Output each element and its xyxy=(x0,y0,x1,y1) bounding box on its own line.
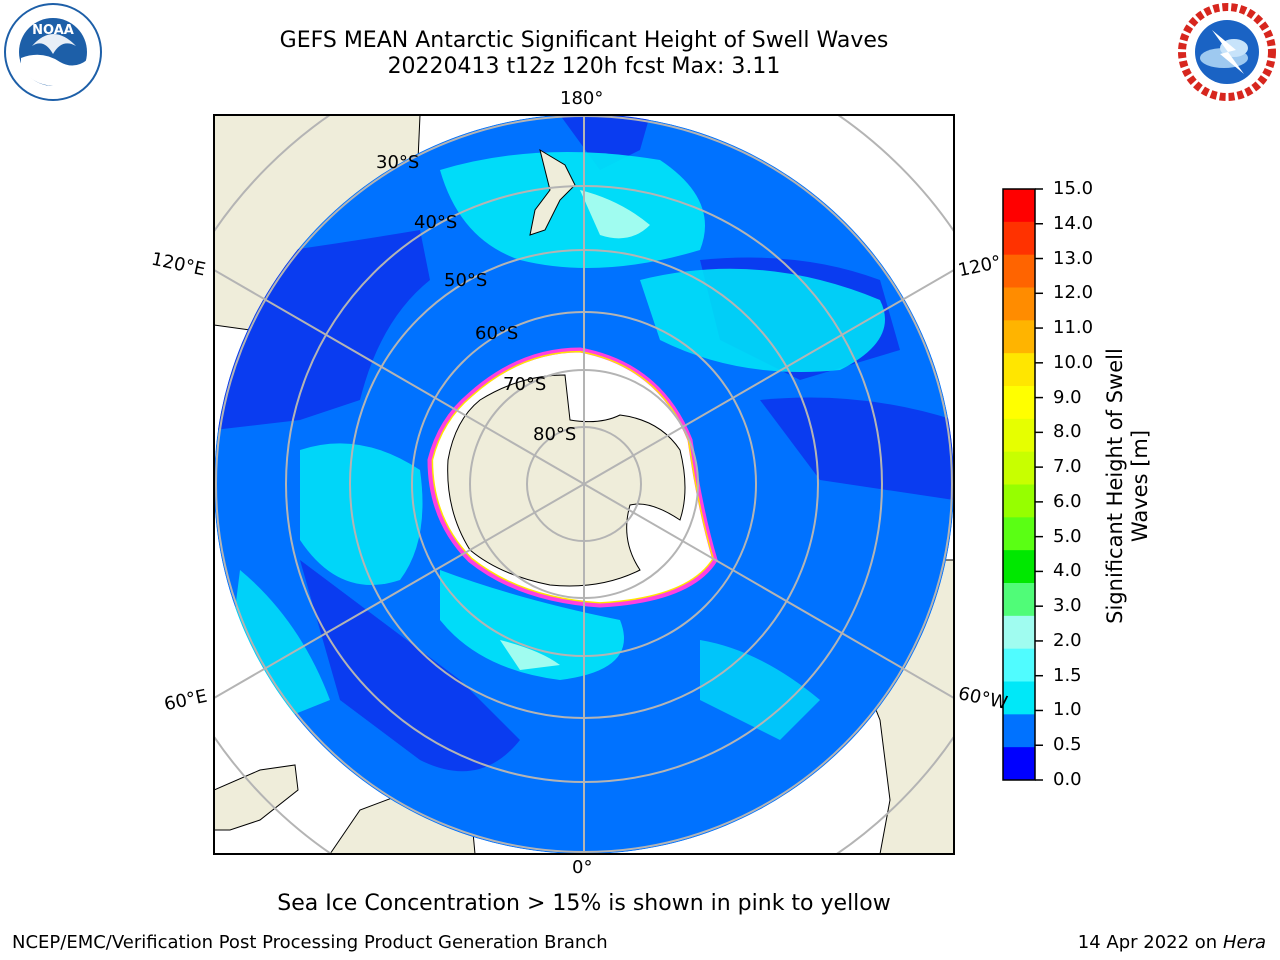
noaa-logo-icon: NOAA xyxy=(4,3,102,101)
lat-label-30s: 30°S xyxy=(376,152,420,173)
lat-label-40s: 40°S xyxy=(414,212,458,233)
colorbar-swatch xyxy=(1003,287,1035,321)
antarctica-landmass xyxy=(447,374,686,587)
colorbar xyxy=(1003,188,1043,781)
noaa-logo: NOAA xyxy=(2,2,104,102)
lat-label-70s: 70°S xyxy=(503,374,547,395)
colorbar-tick-label: 1.5 xyxy=(1053,664,1082,686)
colorbar-swatch xyxy=(1003,484,1035,518)
colorbar-swatch xyxy=(1003,386,1035,420)
colorbar-swatch xyxy=(1003,353,1035,387)
colorbar-swatch xyxy=(1003,189,1035,223)
colorbar-tick-label: 0.5 xyxy=(1053,734,1082,756)
colorbar-tick-label: 9.0 xyxy=(1053,386,1082,408)
colorbar-swatch xyxy=(1003,451,1035,485)
colorbar-swatch xyxy=(1003,615,1035,650)
sea-ice-note: Sea Ice Concentration > 15% is shown in … xyxy=(277,891,891,916)
colorbar-tick-label: 7.0 xyxy=(1053,456,1082,478)
colorbar-label-line1: Significant Height of Swell xyxy=(1103,348,1127,624)
map-subtitle: 20220413 t12z 120h fcst Max: 3.11 xyxy=(387,54,781,79)
colorbar-tick-label: 11.0 xyxy=(1053,317,1094,339)
new-zealand-landmass xyxy=(529,148,576,236)
colorbar-label: Significant Height of Swell Waves [m] xyxy=(1103,336,1153,636)
map-frame xyxy=(213,114,955,855)
colorbar-tick-label: 3.0 xyxy=(1053,595,1082,617)
colorbar-tick-label: 1.0 xyxy=(1053,699,1082,721)
colorbar-tick-label: 4.0 xyxy=(1053,560,1082,582)
lat-label-50s: 50°S xyxy=(444,270,488,291)
colorbar-tick-label: 5.0 xyxy=(1053,525,1082,547)
colorbar-swatch xyxy=(1003,681,1035,715)
colorbar-label-line2: Waves [m] xyxy=(1128,429,1152,543)
map-title: GEFS MEAN Antarctic Significant Height o… xyxy=(279,28,889,53)
footer-date: 14 Apr 2022 on Hera xyxy=(1078,932,1266,953)
colorbar-swatch xyxy=(1003,254,1035,288)
footer-host: Hera xyxy=(1222,932,1266,953)
colorbar-tick-label: 12.0 xyxy=(1053,282,1094,304)
colorbar-tick-label: 15.0 xyxy=(1053,178,1094,199)
colorbar-swatch xyxy=(1003,550,1035,584)
colorbar-swatch xyxy=(1003,583,1035,617)
colorbar-tick-label: 13.0 xyxy=(1053,247,1094,269)
nws-logo-icon xyxy=(1178,3,1276,101)
noaa-logo-text: NOAA xyxy=(32,23,74,38)
lon-label-0: 0° xyxy=(572,857,593,878)
colorbar-swatch xyxy=(1003,648,1035,682)
colorbar-swatch xyxy=(1003,320,1035,354)
colorbar-swatch xyxy=(1003,418,1035,453)
colorbar-tick-label: 14.0 xyxy=(1053,212,1094,234)
madagascar-landmass xyxy=(214,764,299,831)
colorbar-swatch xyxy=(1003,221,1035,256)
lat-label-80s: 80°S xyxy=(533,424,577,445)
nws-logo xyxy=(1176,2,1278,102)
colorbar-tick-label: 6.0 xyxy=(1053,490,1082,512)
colorbar-tick-label: 10.0 xyxy=(1053,351,1094,373)
lat-label-60s: 60°S xyxy=(475,323,519,344)
footer-branch: NCEP/EMC/Verification Post Processing Pr… xyxy=(12,932,608,953)
colorbar-swatch xyxy=(1003,747,1035,781)
colorbar-tick-label: 0.0 xyxy=(1053,769,1082,790)
colorbar-tick-label: 8.0 xyxy=(1053,421,1082,443)
colorbar-swatch xyxy=(1003,714,1035,748)
colorbar-swatch xyxy=(1003,517,1035,551)
footer-date-text: 14 Apr 2022 on xyxy=(1077,932,1223,953)
colorbar-tick-label: 2.0 xyxy=(1053,629,1082,651)
longitude-gridlines xyxy=(214,115,954,854)
lon-label-180: 180° xyxy=(560,88,604,109)
